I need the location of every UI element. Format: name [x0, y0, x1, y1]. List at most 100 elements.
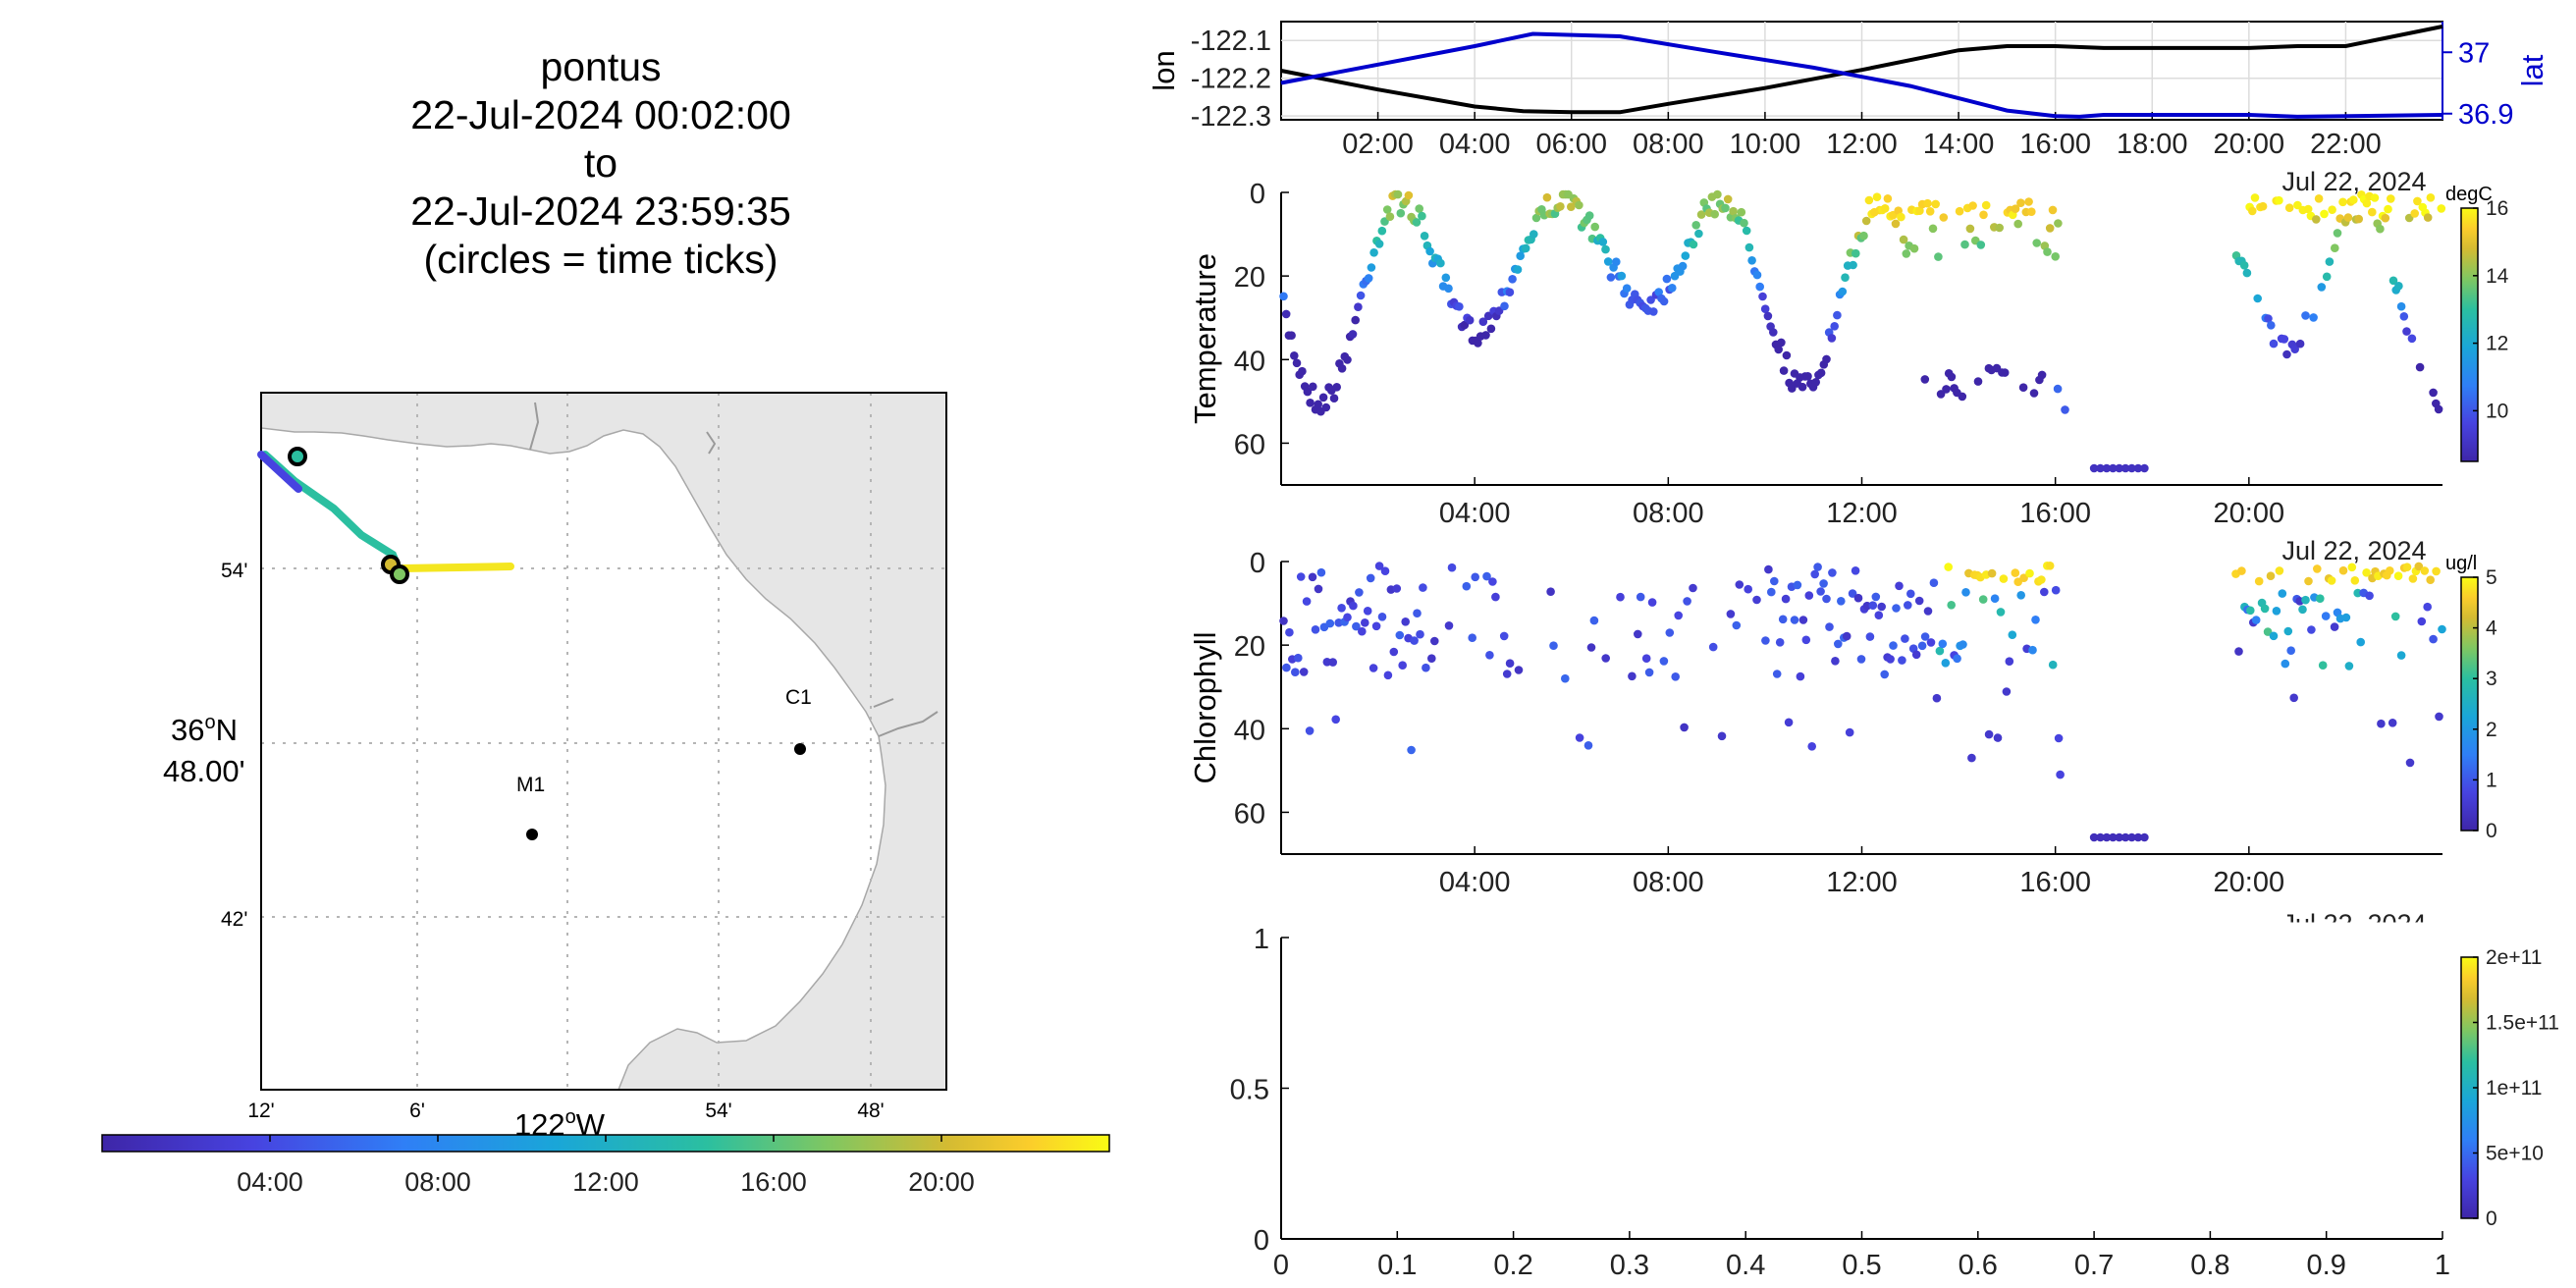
- data-point: [1355, 588, 1364, 597]
- data-point: [2266, 571, 2276, 580]
- data-point: [2109, 832, 2118, 842]
- y-tick-label: 1: [1254, 924, 1269, 955]
- data-point: [1636, 592, 1645, 602]
- data-point: [2267, 321, 2276, 330]
- data-point: [1737, 207, 1746, 217]
- data-point: [2325, 257, 2334, 266]
- data-point: [1801, 635, 1811, 645]
- data-point: [1909, 243, 1919, 253]
- data-point: [1822, 354, 1831, 364]
- data-point: [1329, 394, 1339, 403]
- data-point: [1798, 616, 1808, 624]
- data-point: [2120, 832, 2130, 842]
- data-point: [2281, 659, 2290, 669]
- data-point: [1356, 291, 1366, 300]
- data-point: [2434, 404, 2443, 414]
- data-point: [2282, 349, 2291, 359]
- data-point: [2140, 463, 2149, 473]
- data-point: [1316, 567, 1326, 577]
- data-point: [2239, 261, 2249, 270]
- map-panel: M1 C1 54' 42' 36oN 48.00' 12' 6' 54' 48'…: [101, 392, 1110, 1197]
- data-point: [1647, 598, 1657, 607]
- data-point: [1798, 382, 1807, 392]
- data-point: [1990, 594, 2000, 603]
- data-point: [1944, 563, 1953, 571]
- data-point: [2362, 568, 2371, 577]
- data-point: [2109, 463, 2118, 473]
- y-tick-label: 60: [1234, 798, 1265, 830]
- time-colorbar-ticks: 04:00 08:00 12:00 16:00 20:00: [237, 1135, 975, 1197]
- data-point: [2322, 272, 2332, 282]
- map-lat-labels: 54' 42' 36oN 48.00': [163, 560, 247, 931]
- data-point: [1279, 617, 1288, 625]
- data-point: [1769, 328, 1778, 337]
- data-point: [2318, 661, 2328, 670]
- time-colorbar-label: 20:00: [908, 1167, 975, 1197]
- data-point: [2115, 463, 2123, 473]
- data-point: [2309, 313, 2318, 322]
- data-point: [1349, 601, 1358, 611]
- data-point: [1348, 330, 1358, 339]
- station-marker: [794, 743, 806, 755]
- data-point: [2408, 574, 2418, 583]
- data-point: [2349, 195, 2358, 204]
- data-point: [1407, 745, 1416, 755]
- x-tick-label: 08:00: [1633, 867, 1704, 898]
- header: pontus 22-Jul-2024 00:02:00 to 22-Jul-20…: [410, 44, 791, 282]
- lon-tick-54: 54': [705, 1100, 731, 1122]
- data-point: [1309, 382, 1317, 392]
- data-point: [1923, 607, 1933, 616]
- data-point: [1305, 726, 1315, 735]
- data-point: [1861, 216, 1871, 226]
- data-point: [1978, 595, 1988, 604]
- data-point: [2250, 193, 2260, 202]
- data-point: [1351, 315, 1360, 325]
- data-point: [2298, 605, 2307, 615]
- data-point: [2275, 566, 2284, 575]
- data-point: [1911, 650, 1921, 660]
- data-point: [1877, 602, 1886, 612]
- data-point: [1352, 621, 1361, 631]
- data-point: [1976, 241, 1986, 249]
- data-point: [1822, 594, 1831, 604]
- data-point: [1649, 307, 1658, 316]
- y-tick-label: 20: [1234, 262, 1265, 294]
- data-point: [1813, 563, 1822, 571]
- data-point: [2333, 229, 2342, 238]
- x-tick-label: 18:00: [2117, 129, 2188, 160]
- data-point: [2301, 595, 2310, 605]
- data-point: [1413, 609, 1422, 617]
- x-tick-label: 1: [2435, 1250, 2450, 1281]
- data-point: [2420, 566, 2430, 575]
- data-point: [1321, 402, 1331, 412]
- data-point: [1710, 209, 1719, 219]
- data-point: [1819, 579, 1828, 588]
- data-point: [1380, 566, 1390, 575]
- lat-main-label: 36oN: [171, 712, 238, 747]
- data-point: [1868, 601, 1878, 610]
- x-tick-label: 08:00: [1633, 498, 1704, 529]
- time-colorbar: 04:00 08:00 12:00 16:00 20:00: [101, 1134, 1110, 1197]
- lat-series-line: [1280, 31, 2443, 119]
- data-point: [1311, 625, 1320, 634]
- data-point: [1396, 208, 1406, 218]
- time-colorbar-label: 04:00: [237, 1167, 303, 1197]
- data-point: [2388, 719, 2397, 727]
- data-point: [1328, 658, 1337, 667]
- data-point: [1549, 641, 1558, 650]
- y-axis-label: Temperature: [1188, 253, 1222, 424]
- data-point: [1828, 568, 1837, 577]
- data-point: [1883, 194, 1893, 203]
- data-point: [2289, 693, 2298, 703]
- data-point: [2018, 383, 2028, 393]
- data-point: [2127, 463, 2136, 473]
- data-point: [1567, 202, 1576, 211]
- data-point: [1641, 654, 1651, 663]
- map-rivers: [529, 402, 939, 737]
- data-point: [1606, 273, 1616, 282]
- data-point: [1671, 672, 1680, 681]
- data-point: [2317, 283, 2327, 292]
- data-point: [1834, 639, 1843, 649]
- data-point: [1758, 292, 1767, 301]
